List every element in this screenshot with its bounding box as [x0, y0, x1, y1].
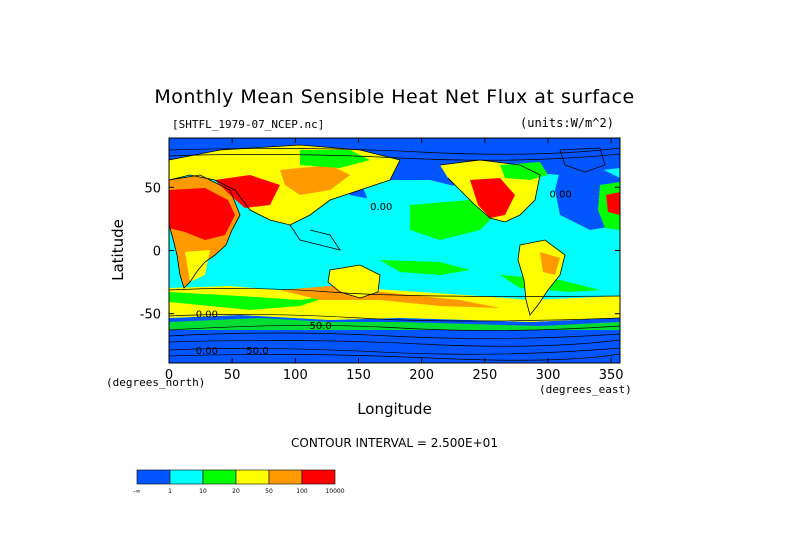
land-brazil: [540, 252, 560, 275]
land-sahara: [169, 188, 235, 240]
contour-label: 0.00: [196, 346, 218, 357]
field-spac-green: [380, 260, 470, 275]
field-southern-yellow: [169, 286, 620, 322]
legend-swatch: [169, 469, 204, 485]
x-tick-label: 100: [283, 368, 308, 383]
contour-label: 0.00: [370, 202, 392, 213]
contour-interval: CONTOUR INTERVAL = 2.500E+01: [291, 436, 498, 450]
field-southern-greenline: [169, 318, 620, 330]
file-label: [SHTFL_1979-07_NCEP.nc]: [172, 118, 325, 131]
x-axis-label: Longitude: [357, 400, 432, 418]
legend-label: 20: [232, 488, 240, 495]
field-antarctic: [169, 332, 620, 363]
y-axis: -50 0 50: [140, 181, 620, 323]
legend-swatch: [202, 469, 237, 485]
land-central-asia: [215, 175, 280, 208]
land-iberia-strip: [606, 192, 620, 215]
field-npac-green: [410, 200, 500, 240]
land-canada: [500, 162, 548, 180]
x-tick-label: 300: [536, 368, 561, 383]
land-us-west: [470, 178, 515, 218]
legend-label: 10000: [325, 488, 344, 495]
legend-label: 1: [168, 488, 172, 495]
chart-title: Monthly Mean Sensible Heat Net Flux at s…: [154, 86, 635, 108]
legend-label: 100: [296, 488, 308, 495]
continents: [169, 144, 620, 361]
land-siberia: [300, 150, 370, 168]
x-tick-label: 0: [165, 368, 173, 383]
legend-label: -∞: [133, 488, 140, 495]
color-legend: -∞ 1 10 20 50 100 10000: [133, 469, 345, 495]
y-axis-units: (degrees_north): [106, 376, 206, 389]
x-axis: 0 50 100 150 200 250 300 350: [165, 138, 624, 383]
legend-label: 10: [199, 488, 207, 495]
x-axis-units: (degrees_east): [539, 383, 632, 396]
land-australia: [328, 265, 380, 298]
legend-swatch: [301, 469, 336, 485]
land-south-africa: [185, 250, 210, 282]
contour-label: 0.00: [196, 309, 218, 320]
legend-swatch: [235, 469, 270, 485]
y-tick-label: -50: [140, 308, 161, 323]
contour-label: 50.0: [246, 346, 268, 357]
land-greenland: [560, 148, 605, 172]
legend-swatch: [136, 469, 171, 485]
x-tick-label: 250: [472, 368, 497, 383]
legend-swatch: [268, 469, 303, 485]
x-tick-label: 150: [346, 368, 371, 383]
x-tick-label: 50: [224, 368, 241, 383]
y-tick-label: 50: [144, 181, 161, 196]
y-tick-label: 0: [153, 245, 161, 260]
x-tick-label: 200: [409, 368, 434, 383]
legend-label: 50: [265, 488, 273, 495]
x-tick-label: 350: [599, 368, 624, 383]
field-southern-green: [169, 292, 330, 310]
contour-label: 50.0: [309, 321, 331, 332]
contour-labels: 0.00 0.00 0.00 50.0 0.00 50.0: [196, 189, 572, 357]
field-southern-orange: [280, 286, 500, 308]
units-label: (units:W/m^2): [520, 116, 614, 130]
contour-label: 0.00: [549, 189, 571, 200]
land-mongolia: [280, 165, 350, 195]
y-axis-label: Latitude: [109, 219, 127, 281]
